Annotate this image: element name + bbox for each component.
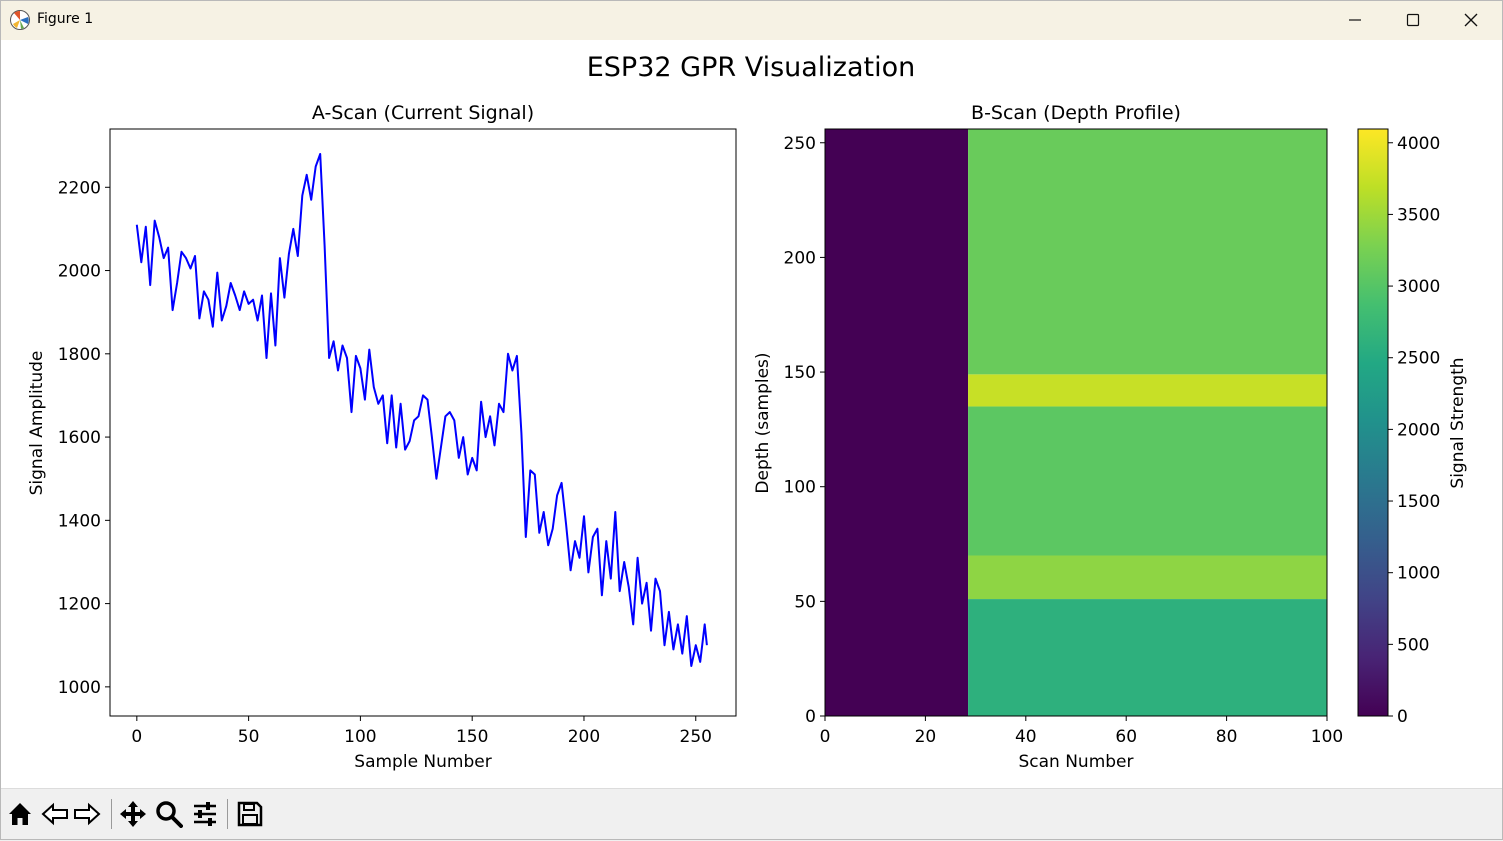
b-scan-title: B-Scan (Depth Profile) <box>971 102 1181 124</box>
b-scan-y-tick-label: 100 <box>784 478 816 498</box>
a-scan-xlabel: Sample Number <box>354 752 491 772</box>
a-scan-y-tick-label: 1400 <box>58 511 101 531</box>
a-scan-x-tick-label: 150 <box>456 727 488 747</box>
b-scan-depth-band <box>968 599 1327 716</box>
b-scan-empty-region <box>825 129 969 716</box>
b-scan-heatmap <box>825 129 1327 716</box>
a-scan-frame <box>109 128 737 717</box>
a-scan-axes: A-Scan (Current Signal) 0 50 100 150 200 250 … <box>27 102 737 772</box>
b-scan-ylabel: Depth (samples) <box>753 352 773 493</box>
colorbar-gradient <box>1357 128 1389 717</box>
b-scan-y-tick-label: 200 <box>784 248 816 268</box>
b-scan-x-tick-label: 40 <box>1015 727 1037 747</box>
a-scan-x-tick-label: 100 <box>344 727 376 747</box>
b-scan-x-ticks: 0 20 40 60 80 100 <box>820 716 1343 747</box>
pan-move-icon <box>120 801 146 827</box>
b-scan-y-tick-label: 0 <box>805 707 816 727</box>
a-scan-x-tick-label: 250 <box>680 727 712 747</box>
close-button[interactable] <box>1442 0 1500 40</box>
window-titlebar: Figure 1 <box>0 0 1503 41</box>
b-scan-y-tick-label: 150 <box>784 363 816 383</box>
b-scan-y-ticks: 0 50 100 150 200 250 <box>784 134 825 727</box>
a-scan-x-tick-label: 200 <box>568 727 600 747</box>
colorbar-label: Signal Strength <box>1448 357 1468 488</box>
colorbar-tick-label: 2000 <box>1397 420 1440 440</box>
colorbar-tick-label: 3000 <box>1397 277 1440 297</box>
colorbar-tick-label: 1500 <box>1397 492 1440 512</box>
a-scan-x-ticks: 0 50 100 150 200 250 <box>131 716 712 747</box>
b-scan-x-tick-label: 60 <box>1115 727 1137 747</box>
maximize-button[interactable] <box>1384 0 1442 40</box>
matplotlib-toolbar <box>0 788 1503 841</box>
b-scan-x-tick-label: 0 <box>820 727 831 747</box>
a-scan-y-tick-label: 2000 <box>58 262 101 282</box>
b-scan-x-tick-label: 20 <box>915 727 937 747</box>
figure-canvas[interactable]: ESP32 GPR Visualization A-Scan (Current … <box>0 40 1503 788</box>
b-scan-y-tick-label: 50 <box>794 592 816 612</box>
zoom-button[interactable] <box>152 797 186 831</box>
colorbar-tick-label: 500 <box>1397 635 1429 655</box>
pan-button[interactable] <box>116 797 150 831</box>
colorbar: 0 500 1000 1500 2000 2500 3000 3500 4000 Signal … <box>1357 128 1468 727</box>
figure-svg: ESP32 GPR Visualization A-Scan (Current … <box>27 52 1468 772</box>
b-scan-x-tick-label: 80 <box>1216 727 1238 747</box>
matplotlib-app-icon <box>10 10 30 30</box>
zoom-magnifier-icon <box>156 801 183 828</box>
a-scan-y-tick-label: 1800 <box>58 345 101 365</box>
configure-subplots-button[interactable] <box>188 797 222 831</box>
home-button[interactable] <box>3 797 37 831</box>
a-scan-x-tick-label: 0 <box>131 727 142 747</box>
a-scan-plot-area <box>135 153 708 667</box>
a-scan-ylabel: Signal Amplitude <box>27 351 47 496</box>
save-floppy-icon <box>237 801 263 827</box>
maximize-icon <box>1406 13 1420 27</box>
b-scan-depth-band <box>968 129 1327 375</box>
save-button[interactable] <box>233 797 267 831</box>
b-scan-x-tick-label: 100 <box>1311 727 1343 747</box>
home-icon <box>9 803 31 825</box>
figure-suptitle: ESP32 GPR Visualization <box>587 52 916 83</box>
minimize-icon <box>1349 19 1361 21</box>
b-scan-y-tick-label: 250 <box>784 134 816 154</box>
toolbar-separator <box>111 799 112 829</box>
a-scan-y-ticks: 1000 1200 1400 1600 1800 2000 2200 <box>58 178 110 698</box>
configure-subplots-icon <box>194 802 216 826</box>
a-scan-x-tick-label: 50 <box>238 727 260 747</box>
b-scan-frame <box>824 128 1328 717</box>
window-title: Figure 1 <box>37 11 94 27</box>
a-scan-y-tick-label: 2200 <box>58 178 101 198</box>
forward-arrow-icon <box>74 802 101 826</box>
b-scan-depth-band <box>968 374 1327 407</box>
b-scan-depth-band <box>968 555 1327 600</box>
close-icon <box>1464 13 1478 27</box>
b-scan-depth-band <box>968 406 1327 556</box>
colorbar-ticks: 0 500 1000 1500 2000 2500 3000 3500 4000 <box>1388 134 1440 727</box>
back-button[interactable] <box>38 797 72 831</box>
colorbar-tick-label: 4000 <box>1397 134 1440 154</box>
toolbar-separator <box>227 799 228 829</box>
a-scan-title: A-Scan (Current Signal) <box>312 102 534 124</box>
a-scan-series-line <box>135 153 708 667</box>
b-scan-xlabel: Scan Number <box>1018 752 1133 772</box>
a-scan-y-tick-label: 1200 <box>58 595 101 615</box>
b-scan-axes: B-Scan (Depth Profile) 0 20 40 60 80 100 0 50 1… <box>753 102 1343 772</box>
colorbar-tick-label: 1000 <box>1397 564 1440 584</box>
forward-button[interactable] <box>70 797 104 831</box>
colorbar-tick-label: 2500 <box>1397 349 1440 369</box>
minimize-button[interactable] <box>1326 0 1384 40</box>
a-scan-y-tick-label: 1600 <box>58 428 101 448</box>
colorbar-tick-label: 3500 <box>1397 205 1440 225</box>
a-scan-y-tick-label: 1000 <box>58 678 101 698</box>
back-arrow-icon <box>41 802 68 826</box>
colorbar-tick-label: 0 <box>1397 707 1408 727</box>
